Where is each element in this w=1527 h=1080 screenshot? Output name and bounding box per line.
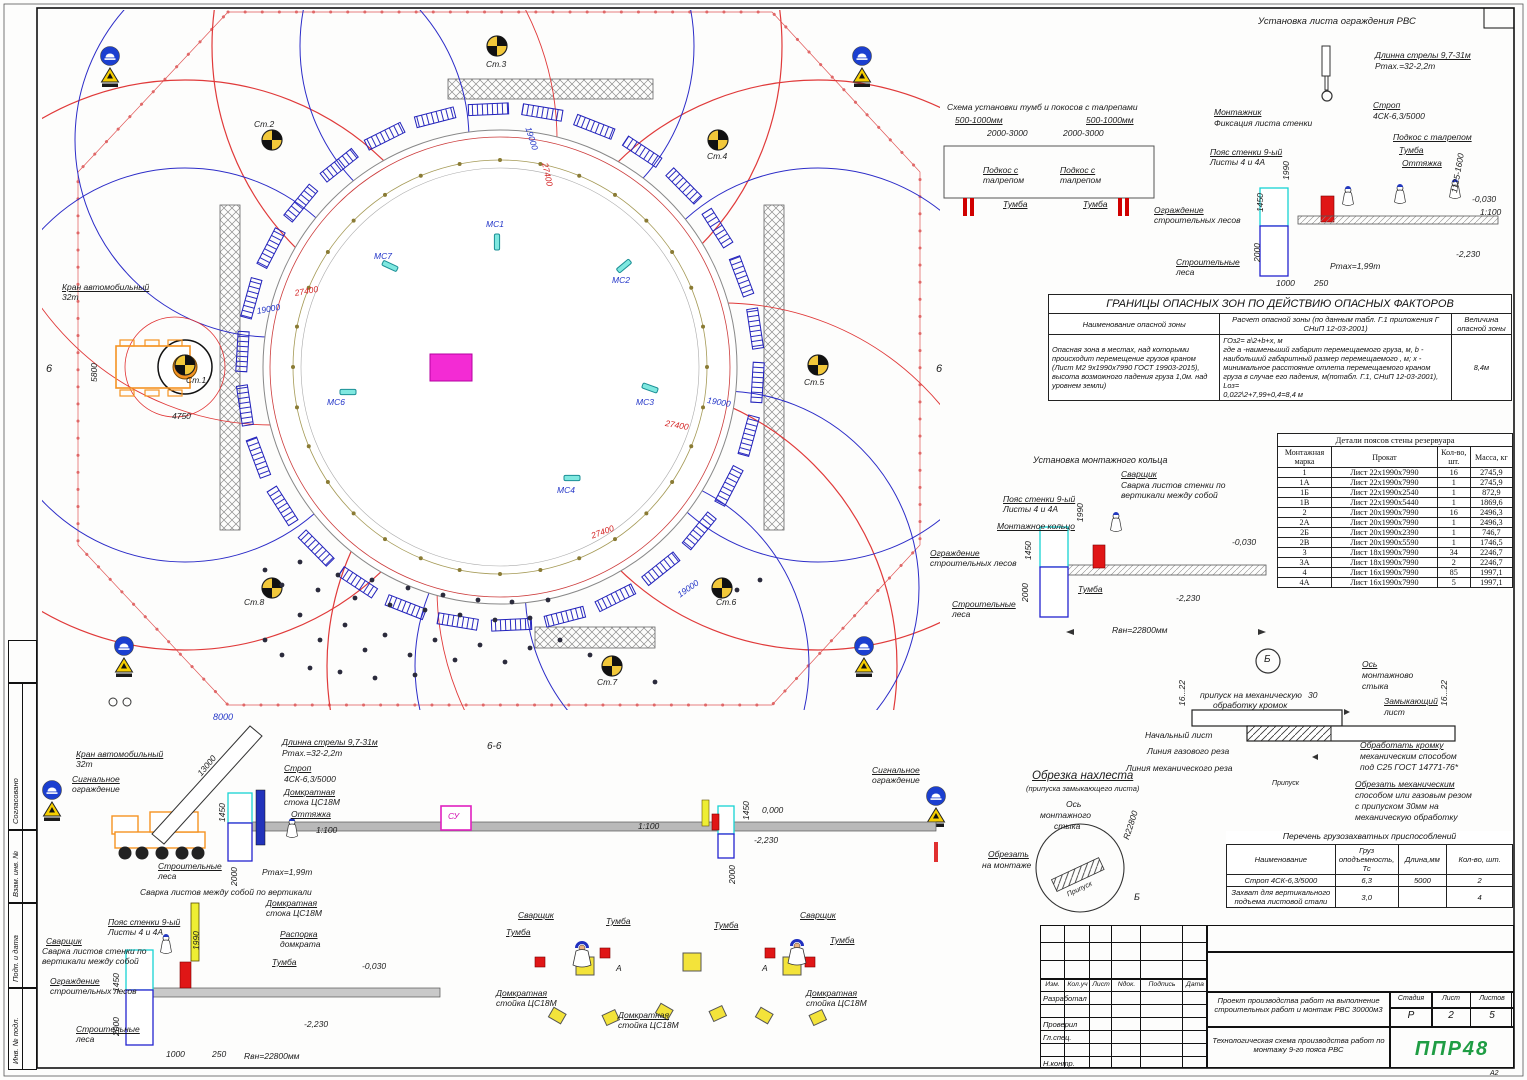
table-row: 2В Лист 20х1990х5590 1 1746,5 — [1276, 537, 1514, 548]
tb-sheets: 5 — [1489, 1010, 1495, 1021]
tb-project: Проект производства работ на выполнение … — [1214, 996, 1383, 1014]
crane-station-symbol — [486, 35, 508, 57]
column-header: Наименование опасной зоны — [1047, 313, 1221, 335]
safety-sign — [854, 636, 874, 677]
column-header: Расчет опасной зоны (по данным табл. Г.1… — [1219, 313, 1452, 335]
crane-station-symbol — [711, 577, 733, 599]
table-row: Захват для вертикального подъема листово… — [1226, 886, 1513, 908]
column-header: Прокат — [1331, 446, 1438, 468]
table-row: 4А Лист 16х1990х7990 5 1997,1 — [1276, 577, 1514, 588]
column-header: Наименование — [1226, 844, 1336, 875]
tb-sheet: 2 — [1448, 1010, 1454, 1021]
table-row: 4 Лист 16х1990х7990 85 1997,1 — [1276, 567, 1514, 578]
column-header: Величина опасной зоны — [1450, 313, 1513, 335]
crane-station-symbol — [261, 129, 283, 151]
safety-sign — [852, 46, 872, 87]
tb-row-0: Разработал — [1043, 994, 1087, 1003]
tb-stage: Р — [1407, 1010, 1415, 1021]
table-row: 3 Лист 18х1990х7990 34 2246,7 — [1276, 547, 1514, 558]
tb-col-3: Nдок. — [1117, 981, 1136, 988]
table-row: 2А Лист 20х1990х7990 1 2496,3 — [1276, 517, 1514, 528]
safety-sign — [42, 780, 62, 821]
danger-zones-table: ГРАНИЦЫ ОПАСНЫХ ЗОН ПО ДЕЙСТВИЮ ОПАСНЫХ … — [1047, 294, 1513, 401]
column-header: Масса, кг — [1469, 446, 1514, 468]
tb-sheet-label: Лист — [1441, 995, 1461, 1002]
table-row: Строп 4СК-6,3/5000 6,3 5000 2 — [1226, 874, 1513, 887]
rigging-table: Перечень грузозахватных приспособлений На… — [1226, 831, 1513, 908]
details-table-title: Детали поясов стены резервуара — [1277, 433, 1513, 446]
table-row: 2 Лист 20х1990х7990 16 2496,3 — [1276, 507, 1514, 518]
danger-table-title: ГРАНИЦЫ ОПАСНЫХ ЗОН ПО ДЕЙСТВИЮ ОПАСНЫХ … — [1048, 294, 1512, 313]
table-row: 1В Лист 22х1990х5440 1 1869,6 — [1276, 497, 1514, 508]
column-header: Кол-во, шт. — [1436, 446, 1471, 468]
wall-details-table: Детали поясов стены резервуара Монтажная … — [1276, 433, 1514, 588]
tb-stage-label: Стадия — [1397, 995, 1425, 1002]
tb-col-4: Подпись — [1148, 981, 1176, 988]
column-header: Кол-во, шт. — [1446, 844, 1513, 875]
strip-podp-label: Подп. и дата — [11, 935, 20, 982]
table-row: 2Б Лист 20х1990х2390 1 746,7 — [1276, 527, 1514, 538]
safety-sign — [926, 786, 946, 827]
tb-row-3: Н.контр. — [1043, 1059, 1075, 1068]
table-row: 1 Лист 22х1990х7990 16 2745,9 — [1276, 467, 1514, 478]
logo: ППР48 — [1414, 1038, 1490, 1060]
crane-station-symbol — [261, 577, 283, 599]
tb-sheets-label: Листов — [1479, 995, 1505, 1002]
table-row: 1Б Лист 22х1990х2540 1 872,9 — [1276, 487, 1514, 498]
column-header: Длина,мм — [1397, 844, 1448, 875]
tb-row-1: Проверил — [1043, 1020, 1078, 1029]
rigging-table-title: Перечень грузозахватных приспособлений — [1282, 831, 1457, 841]
tb-col-2: Лист — [1092, 981, 1110, 988]
crane-station-symbol — [174, 354, 196, 376]
safety-sign — [100, 46, 120, 87]
crane-station-symbol — [601, 655, 623, 677]
tb-row-2: Гл.спец. — [1043, 1033, 1072, 1042]
tb-col-0: Изм. — [1045, 981, 1060, 988]
crane-station-symbol — [807, 354, 829, 376]
crane-station-symbol — [707, 129, 729, 151]
table-row: Опасная зона в местах, над которыми прои… — [1047, 334, 1513, 401]
tb-doc: Технологическая схема производства работ… — [1212, 1036, 1385, 1054]
column-header: Монтажная марка — [1276, 446, 1333, 468]
strip-vzam-label: Взам. инв. № — [11, 850, 20, 897]
strip-soglasovano-label: Согласовано — [11, 778, 20, 824]
table-row: 3А Лист 18х1990х7990 2 2246,7 — [1276, 557, 1514, 568]
strip-inv-label: Инв. № подл. — [11, 1017, 20, 1064]
format-label: А2 — [1490, 1070, 1499, 1077]
safety-sign — [114, 636, 134, 677]
tb-col-1: Кол.уч — [1067, 981, 1088, 988]
strip-empty — [8, 640, 37, 683]
column-header: Груз оподъемность, Тс — [1334, 844, 1399, 875]
table-row: 1А Лист 22х1990х7990 1 2745,9 — [1276, 477, 1514, 488]
tb-col-5: Дата — [1186, 981, 1204, 988]
